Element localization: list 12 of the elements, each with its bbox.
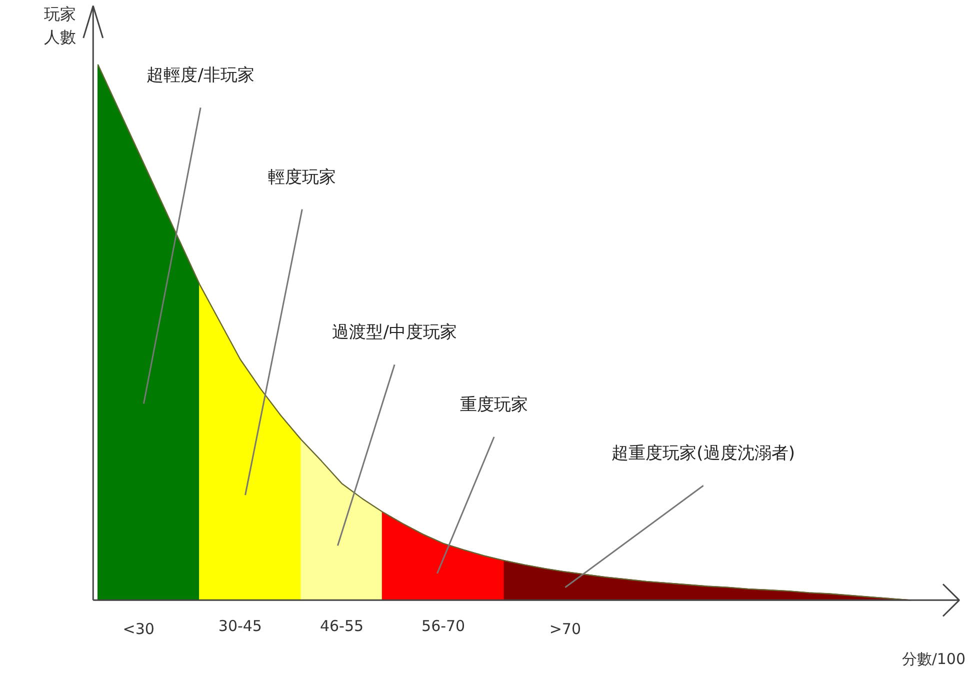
x-tick-label: <30 [122, 620, 154, 638]
x-tick-label: >70 [549, 620, 582, 638]
text: 輕度玩家 [268, 167, 336, 188]
text: 超輕度/非玩家 [146, 66, 254, 86]
text: 重度玩家 [460, 394, 528, 415]
x-axis-title: 分數/100 [902, 650, 966, 668]
text: 超重度玩家(過度沈溺者) [612, 444, 795, 464]
x-tick-label: 30-45 [218, 617, 262, 636]
y-axis-title: 玩家人數 [44, 4, 76, 46]
x-tick-label: 46-55 [320, 617, 364, 636]
x-tick-label: 56-70 [422, 617, 466, 636]
text: 過渡型/中度玩家 [332, 322, 457, 343]
